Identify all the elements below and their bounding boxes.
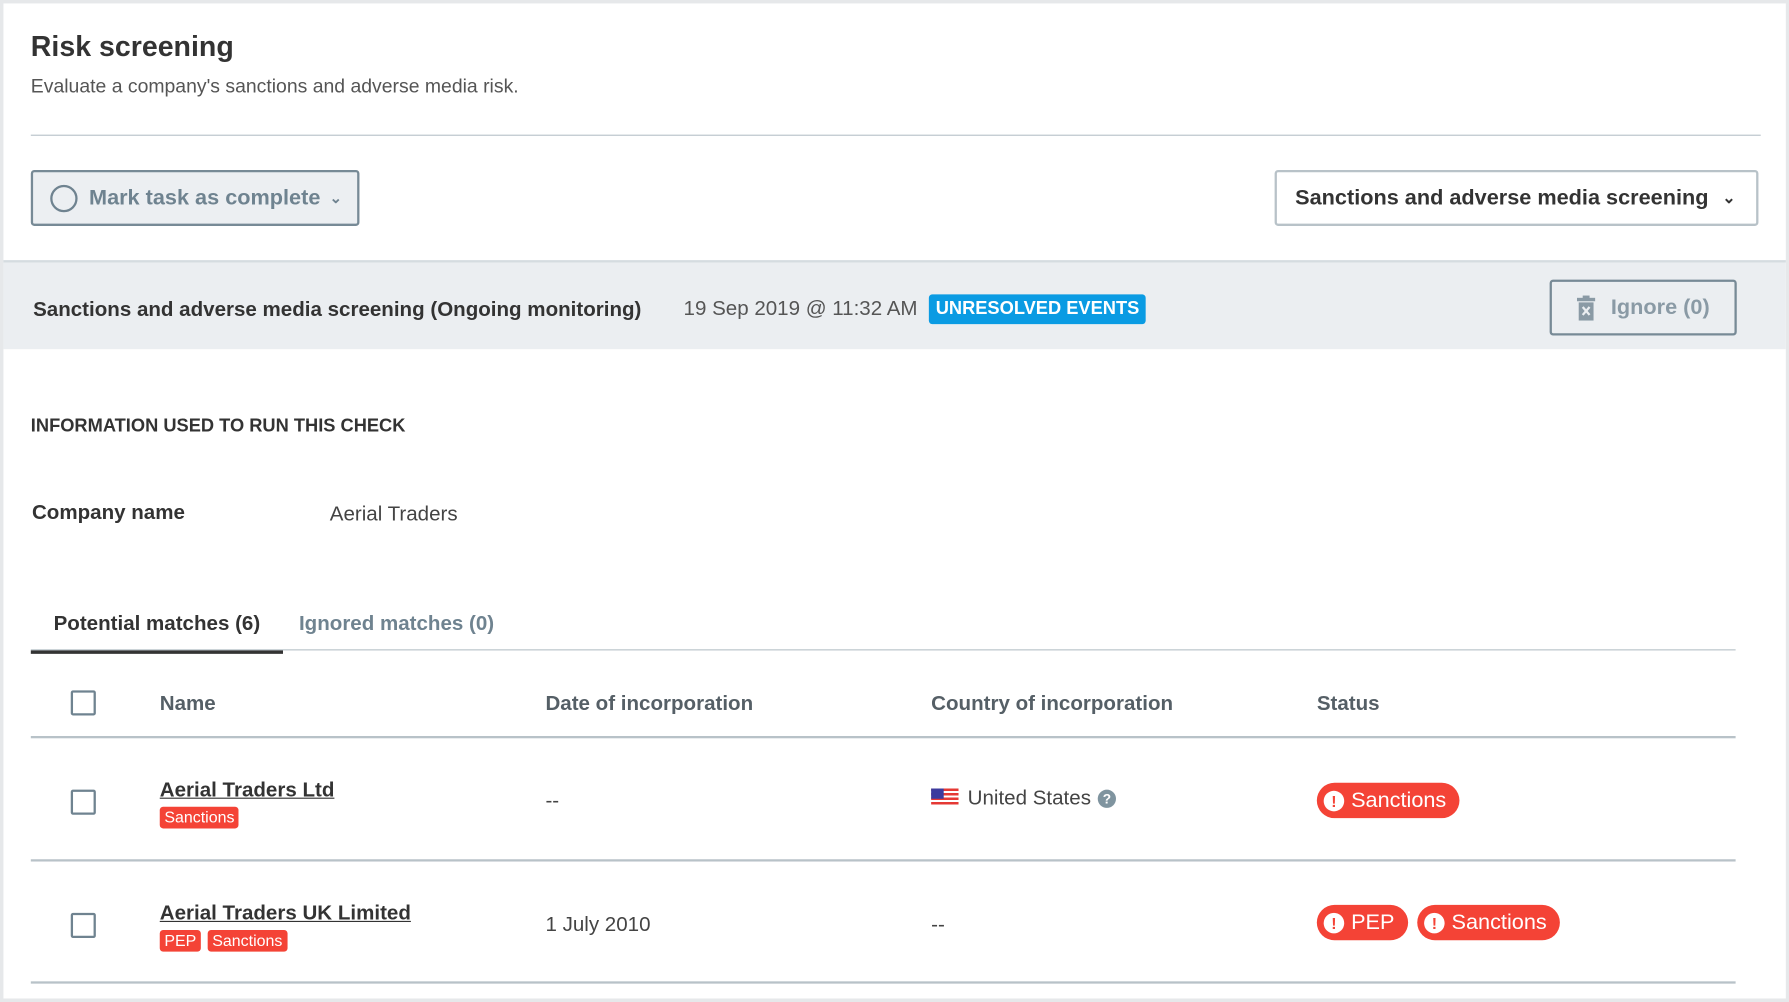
column-header-country: Country of incorporation [931, 691, 1174, 715]
page-subtitle: Evaluate a company's sanctions and adver… [30, 75, 519, 97]
status-pill-sanctions: ! Sanctions [1417, 904, 1561, 941]
ignore-label: Ignore (0) [1610, 294, 1710, 319]
alert-icon: ! [1424, 912, 1445, 933]
tab-ignored-matches[interactable]: Ignored matches (0) [298, 611, 495, 635]
tag-sanctions: Sanctions [159, 806, 240, 829]
tabs-divider [30, 649, 1736, 651]
tag-sanctions: Sanctions [207, 929, 287, 952]
match-tags: Sanctions [159, 806, 246, 829]
status-label: Sanctions [1351, 787, 1447, 812]
status-pill-pep: ! PEP [1316, 904, 1409, 941]
check-type-dropdown[interactable]: Sanctions and adverse media screening ⌄ [1274, 170, 1759, 226]
date-of-incorporation: -- [545, 788, 560, 812]
status-pill-sanctions: ! Sanctions [1316, 782, 1460, 819]
status-cell: ! PEP ! Sanctions [1316, 904, 1570, 941]
date-of-incorporation: 1 July 2010 [545, 912, 651, 936]
check-header: Sanctions and adverse media screening (O… [3, 260, 1786, 350]
column-header-date: Date of incorporation [545, 691, 754, 715]
risk-screening-page: Risk screening Evaluate a company's sanc… [3, 3, 1786, 999]
column-header-name: Name [159, 691, 216, 715]
row-checkbox[interactable] [70, 789, 96, 815]
trash-icon [1576, 294, 1595, 321]
status-label: PEP [1351, 910, 1395, 934]
row-divider [30, 981, 1736, 984]
status-badge: UNRESOLVED EVENTS [928, 294, 1147, 325]
company-name-value: Aerial Traders [329, 502, 458, 525]
circle-icon [50, 184, 78, 212]
check-title: Sanctions and adverse media screening (O… [33, 297, 642, 321]
tag-pep: PEP [159, 929, 201, 952]
page-title: Risk screening [30, 30, 234, 63]
us-flag-icon [931, 788, 959, 807]
country-of-incorporation: United States? [931, 786, 1117, 810]
match-name-link[interactable]: Aerial Traders Ltd [159, 778, 335, 802]
company-name-label: Company name [31, 500, 185, 524]
country-of-incorporation: -- [931, 912, 945, 936]
row-checkbox[interactable] [70, 912, 96, 938]
help-icon[interactable]: ? [1097, 789, 1117, 808]
mark-task-complete-button[interactable]: Mark task as complete ⌄ [30, 170, 360, 226]
column-header-status: Status [1316, 691, 1380, 715]
header-divider [30, 736, 1736, 739]
divider [30, 134, 1761, 136]
row-divider [30, 859, 1736, 862]
alert-icon: ! [1323, 790, 1345, 811]
tab-potential-matches[interactable]: Potential matches (6) [30, 612, 283, 654]
chevron-down-icon: ⌄ [329, 188, 342, 206]
select-all-checkbox[interactable] [70, 690, 96, 716]
check-type-label: Sanctions and adverse media screening [1295, 185, 1709, 210]
match-name-link[interactable]: Aerial Traders UK Limited [159, 901, 411, 925]
ignore-button[interactable]: Ignore (0) [1549, 279, 1737, 336]
chevron-down-icon: ⌄ [1722, 188, 1736, 207]
check-timestamp: 19 Sep 2019 @ 11:32 AM [683, 296, 918, 320]
country-name: United States [967, 786, 1091, 810]
section-title: INFORMATION USED TO RUN THIS CHECK [30, 416, 406, 436]
match-tags: PEP Sanctions [159, 929, 294, 952]
mark-task-label: Mark task as complete [89, 185, 321, 210]
alert-icon: ! [1323, 912, 1345, 933]
status-label: Sanctions [1451, 910, 1547, 934]
status-cell: ! Sanctions [1316, 782, 1469, 819]
